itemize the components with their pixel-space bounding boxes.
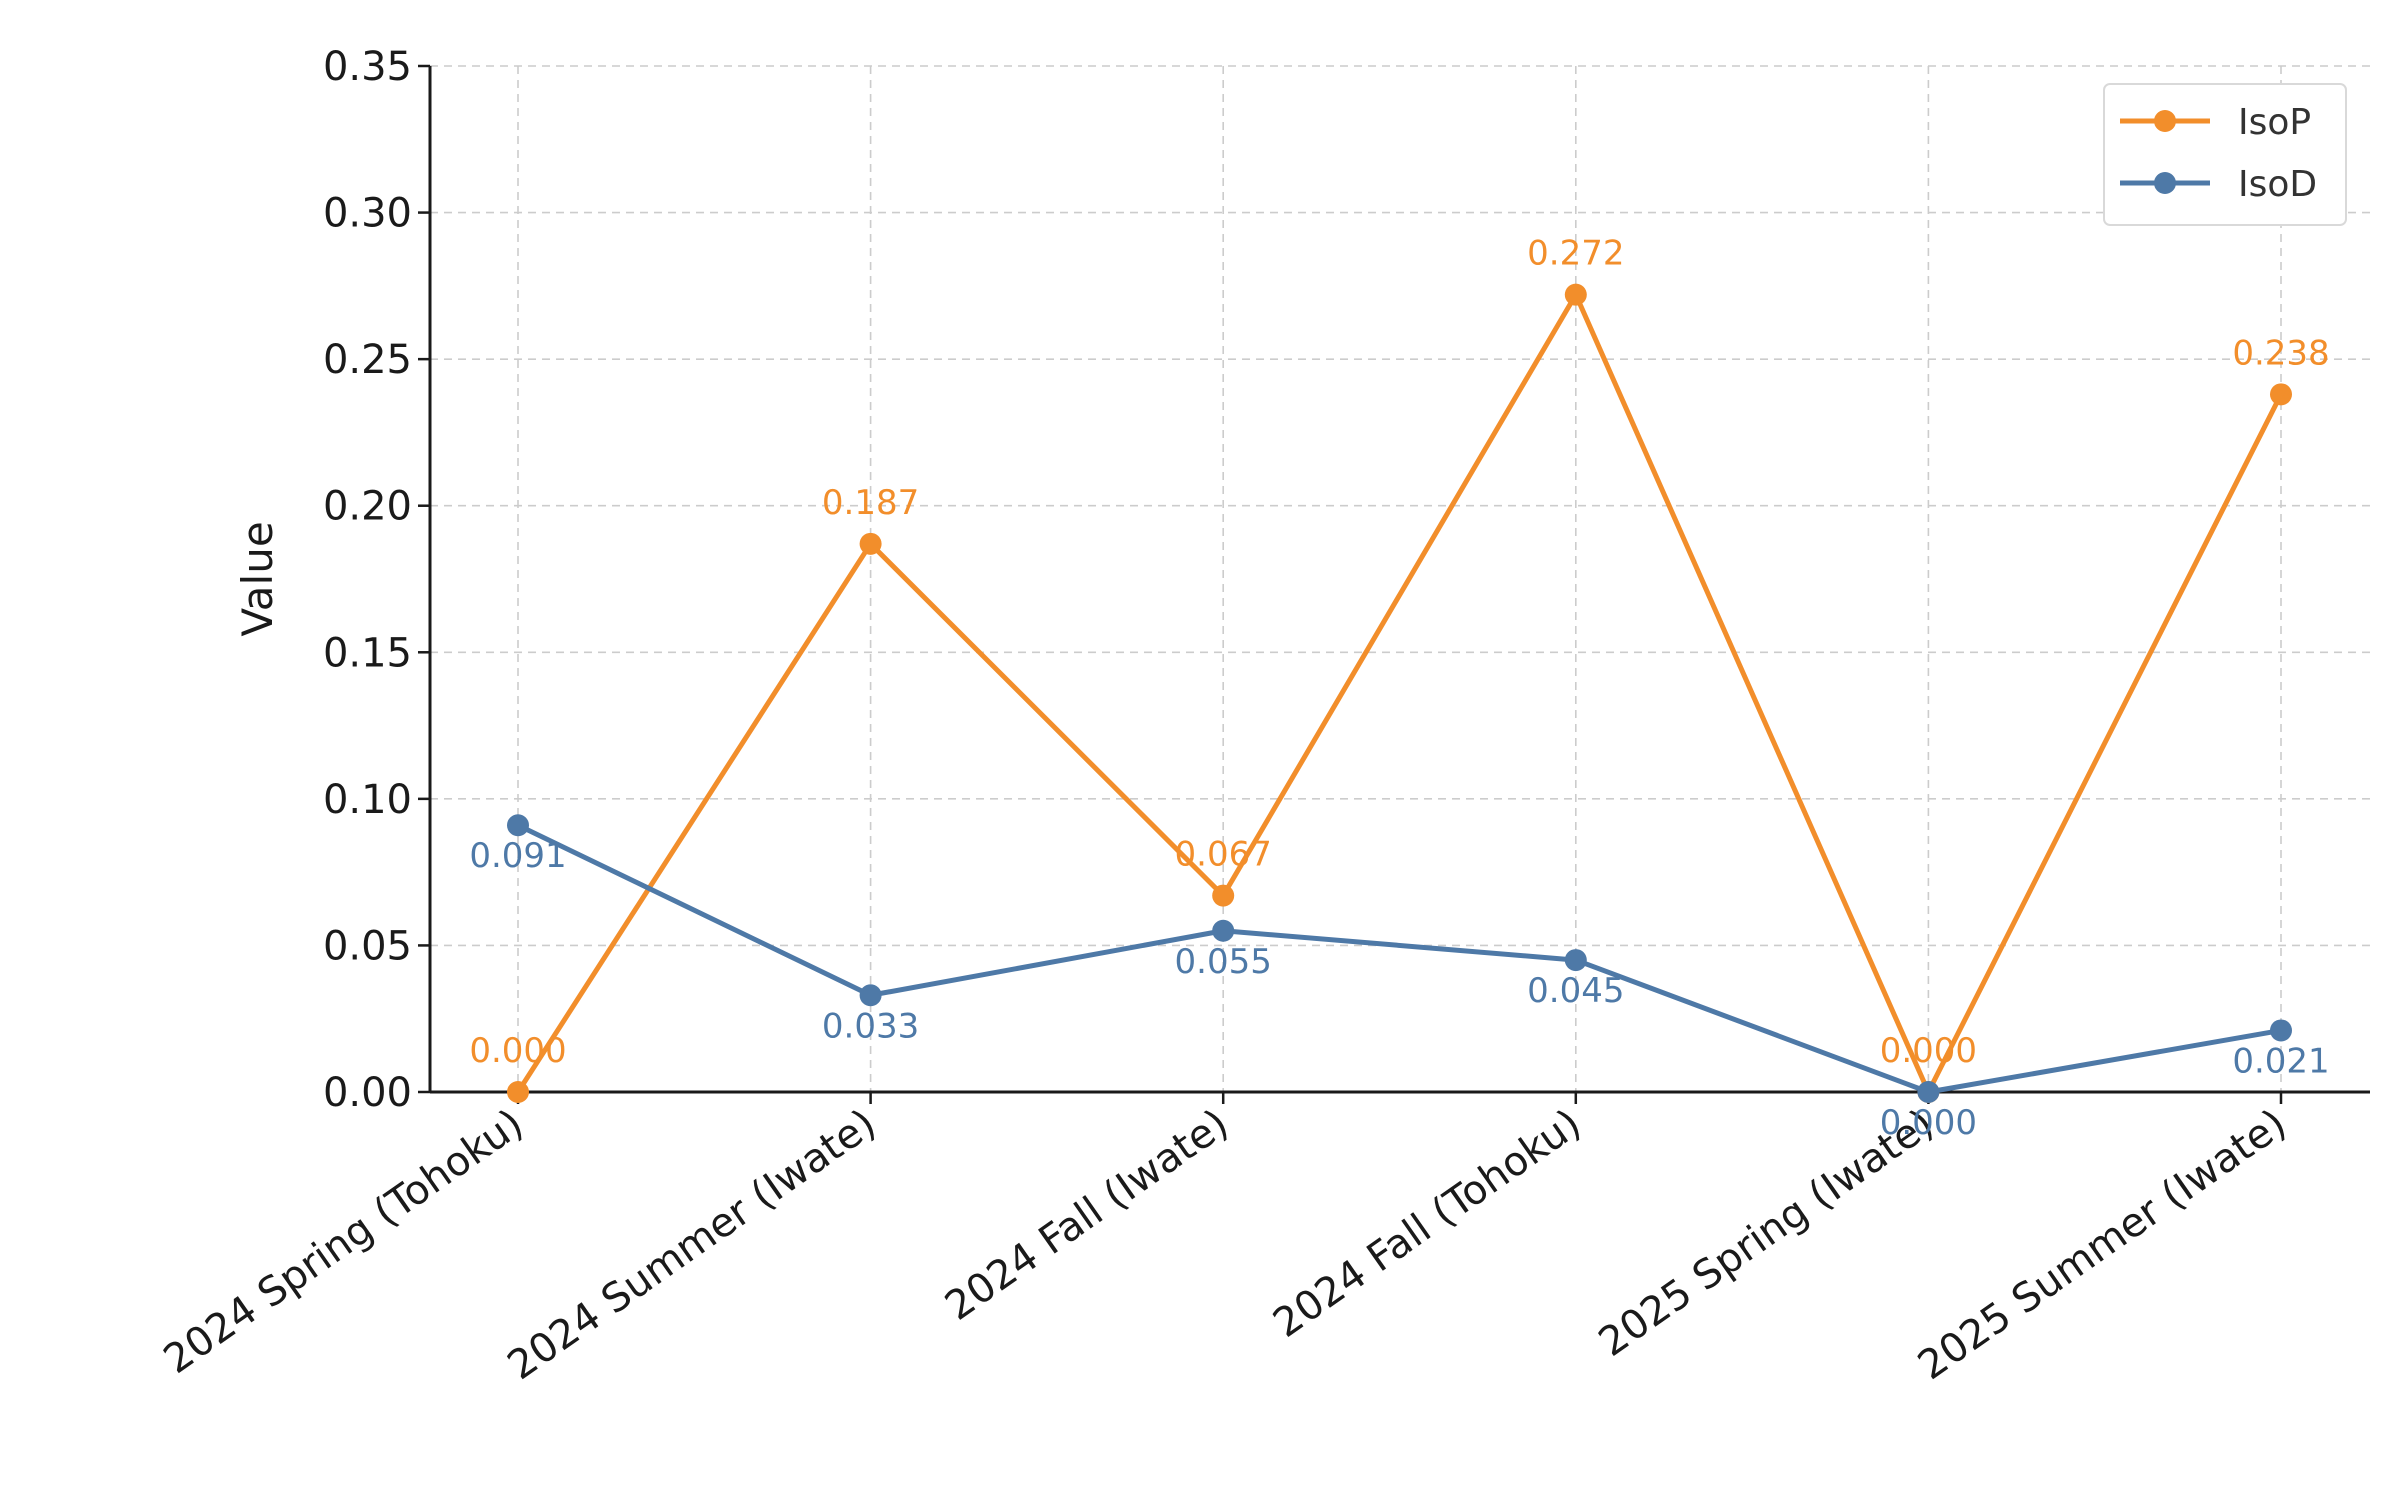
legend-marker-IsoD [2154,172,2176,194]
data-point-IsoP [859,532,882,555]
series-line-IsoD [516,822,2282,1095]
x-tick-label: 2024 Fall (Tohoku) [1265,1101,1589,1347]
data-point-IsoD [1212,919,1235,942]
data-label-IsoD: 0.000 [1880,1103,1977,1143]
data-label-IsoD: 0.033 [822,1006,919,1046]
data-point-IsoP [1564,283,1587,306]
y-tick-label: 0.00 [323,1070,412,1116]
data-point-IsoD [1917,1081,1940,1103]
data-label-IsoD: 0.045 [1527,971,1624,1011]
data-label-IsoP: 0.000 [469,1031,566,1071]
y-tick-label: 0.05 [323,923,412,969]
data-point-IsoD [507,814,529,837]
series [507,283,2292,1103]
legend-marker-IsoP [2154,110,2176,132]
legend-label-IsoP: IsoP [2238,102,2311,143]
y-axis-label: Value [233,521,282,636]
axes [428,66,2370,1094]
data-point-IsoD [2270,1019,2292,1042]
y-tick-label: 0.20 [323,484,412,530]
y-tick-label: 0.10 [323,777,412,823]
data-label-IsoD: 0.091 [469,836,566,876]
y-ticks: 0.00 0.05 0.10 0.15 0.20 0.25 0.30 0.35 [323,44,430,1116]
data-label-IsoP: 0.238 [2232,333,2329,373]
data-point-IsoP [507,1081,529,1103]
legend-label-IsoD: IsoD [2238,164,2317,205]
data-labels: 0.000 0.187 0.067 0.272 0.000 0.238 0.091 0.033… [469,234,2329,1143]
y-tick-label: 0.30 [323,191,412,237]
y-tick-label: 0.35 [323,44,412,90]
data-label-IsoP: 0.272 [1527,234,1624,274]
x-tick-label: 2024 Summer (Iwate) [500,1101,885,1390]
grid [430,65,2370,1093]
data-label-IsoD: 0.055 [1175,942,1272,982]
data-label-IsoP: 0.000 [1880,1031,1977,1071]
y-tick-label: 0.25 [323,337,412,383]
data-point-IsoD [1564,949,1587,972]
x-tick-label: 2024 Fall (Iwate) [937,1101,1237,1330]
data-point-IsoP [2270,383,2292,406]
data-point-IsoP [1212,884,1235,907]
series-line-IsoP [515,292,2284,1095]
data-label-IsoP: 0.067 [1175,835,1272,875]
data-label-IsoD: 0.021 [2232,1041,2329,1081]
data-label-IsoP: 0.187 [822,483,919,523]
legend: IsoP IsoD [2103,83,2347,226]
x-tick-label: 2024 Spring (Tohoku) [156,1101,532,1383]
data-point-IsoD [859,984,882,1007]
x-tick-label: 2025 Summer (Iwate) [1910,1101,2295,1390]
y-tick-label: 0.15 [323,630,412,676]
